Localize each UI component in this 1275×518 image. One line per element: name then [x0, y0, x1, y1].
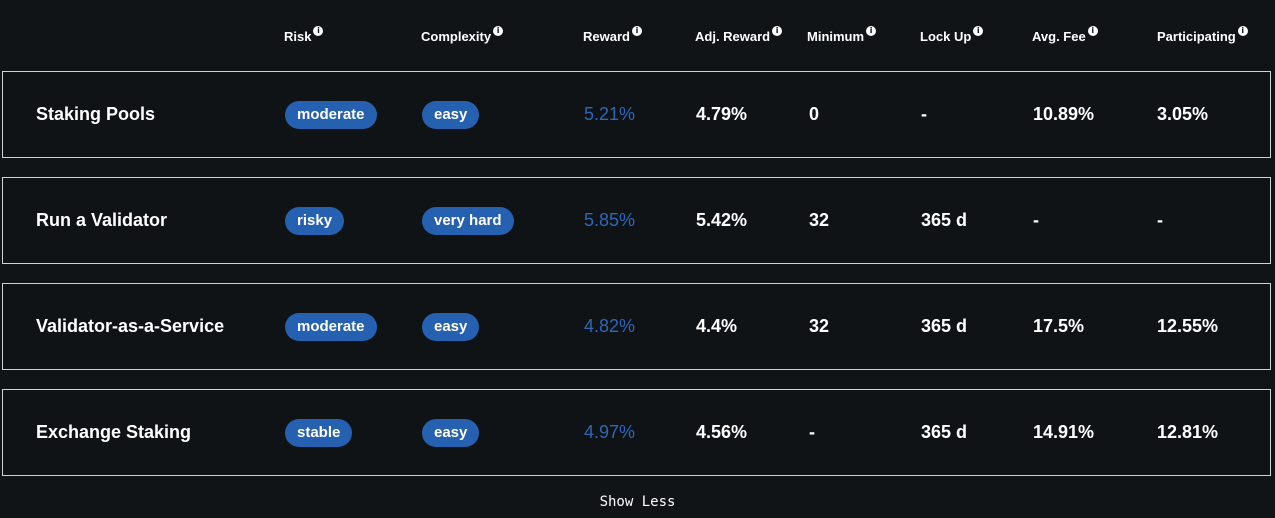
- participating-value: 12.55%: [1157, 316, 1219, 336]
- column-header-minimum: Minimum i: [807, 26, 877, 44]
- info-icon[interactable]: i: [973, 26, 984, 36]
- table-row[interactable]: Staking Pools moderate easy 5.21% 4.79% …: [2, 71, 1271, 158]
- risk-cell: stable: [285, 390, 353, 475]
- table-row[interactable]: Exchange Staking stable easy 4.97% 4.56%…: [2, 389, 1271, 476]
- complexity-badge: very hard: [422, 206, 514, 235]
- info-icon[interactable]: i: [631, 26, 642, 36]
- info-icon[interactable]: i: [493, 26, 504, 36]
- complexity-badge: easy: [422, 312, 480, 341]
- column-header-reward: Reward i: [583, 26, 642, 44]
- table-row[interactable]: Validator-as-a-Service moderate easy 4.8…: [2, 283, 1271, 370]
- risk-cell: moderate: [285, 284, 377, 369]
- adj-reward-value: 5.42%: [696, 210, 748, 230]
- column-header-label: Lock Up: [920, 29, 972, 44]
- info-icon[interactable]: i: [313, 26, 324, 36]
- row-name: Exchange Staking: [36, 422, 192, 442]
- column-header-label: Minimum: [807, 29, 865, 44]
- risk-cell: moderate: [285, 72, 377, 157]
- risk-cell: risky: [285, 178, 345, 263]
- complexity-cell: easy: [422, 390, 480, 475]
- column-header-lock-up: Lock Up i: [920, 26, 984, 44]
- reward-value: 4.97%: [584, 422, 636, 442]
- minimum-value: -: [809, 422, 815, 442]
- adj-reward-value: 4.56%: [696, 422, 748, 442]
- row-name: Run a Validator: [36, 210, 168, 230]
- column-header-participating: Participating i: [1157, 26, 1248, 44]
- column-header-avg-fee: Avg. Fee i: [1032, 26, 1098, 44]
- participating-value: 3.05%: [1157, 104, 1209, 124]
- info-icon[interactable]: i: [772, 26, 783, 36]
- column-header-label: Adj. Reward: [695, 29, 771, 44]
- column-header-label: Complexity: [421, 29, 492, 44]
- complexity-cell: very hard: [422, 178, 514, 263]
- avg-fee-value: 10.89%: [1033, 104, 1095, 124]
- participating-value: 12.81%: [1157, 422, 1219, 442]
- complexity-cell: easy: [422, 72, 480, 157]
- column-header-label: Reward: [583, 29, 630, 44]
- column-header-label: Participating: [1157, 29, 1236, 44]
- minimum-value: 32: [809, 316, 830, 336]
- complexity-badge: easy: [422, 100, 480, 129]
- table-header: Risk i Complexity i Reward i Adj. Reward…: [0, 0, 1275, 70]
- risk-badge: moderate: [285, 312, 377, 341]
- avg-fee-value: 14.91%: [1033, 422, 1095, 442]
- column-header-label: Risk: [284, 29, 312, 44]
- row-name: Validator-as-a-Service: [36, 316, 225, 336]
- adj-reward-value: 4.4%: [696, 316, 738, 336]
- row-name: Staking Pools: [36, 104, 156, 124]
- lock-up-value: -: [921, 104, 927, 124]
- table-row[interactable]: Run a Validator risky very hard 5.85% 5.…: [2, 177, 1271, 264]
- reward-value: 4.82%: [584, 316, 636, 336]
- info-icon[interactable]: i: [1087, 26, 1098, 36]
- avg-fee-value: -: [1033, 210, 1039, 230]
- complexity-cell: easy: [422, 284, 480, 369]
- participating-value: -: [1157, 210, 1163, 230]
- column-header-label: Avg. Fee: [1032, 29, 1086, 44]
- avg-fee-value: 17.5%: [1033, 316, 1085, 336]
- column-header-complexity: Complexity i: [421, 26, 504, 44]
- risk-badge: risky: [285, 206, 345, 235]
- info-icon[interactable]: i: [866, 26, 877, 36]
- show-less-button[interactable]: Show Less: [599, 494, 676, 510]
- complexity-badge: easy: [422, 418, 480, 447]
- reward-value: 5.21%: [584, 104, 636, 124]
- lock-up-value: 365 d: [921, 316, 968, 336]
- minimum-value: 0: [809, 104, 820, 124]
- info-icon[interactable]: i: [1237, 26, 1248, 36]
- risk-badge: moderate: [285, 100, 377, 129]
- risk-badge: stable: [285, 418, 353, 447]
- column-header-risk: Risk i: [284, 26, 324, 44]
- column-header-adj-reward: Adj. Reward i: [695, 26, 783, 44]
- minimum-value: 32: [809, 210, 830, 230]
- reward-value: 5.85%: [584, 210, 636, 230]
- lock-up-value: 365 d: [921, 210, 968, 230]
- lock-up-value: 365 d: [921, 422, 968, 442]
- adj-reward-value: 4.79%: [696, 104, 748, 124]
